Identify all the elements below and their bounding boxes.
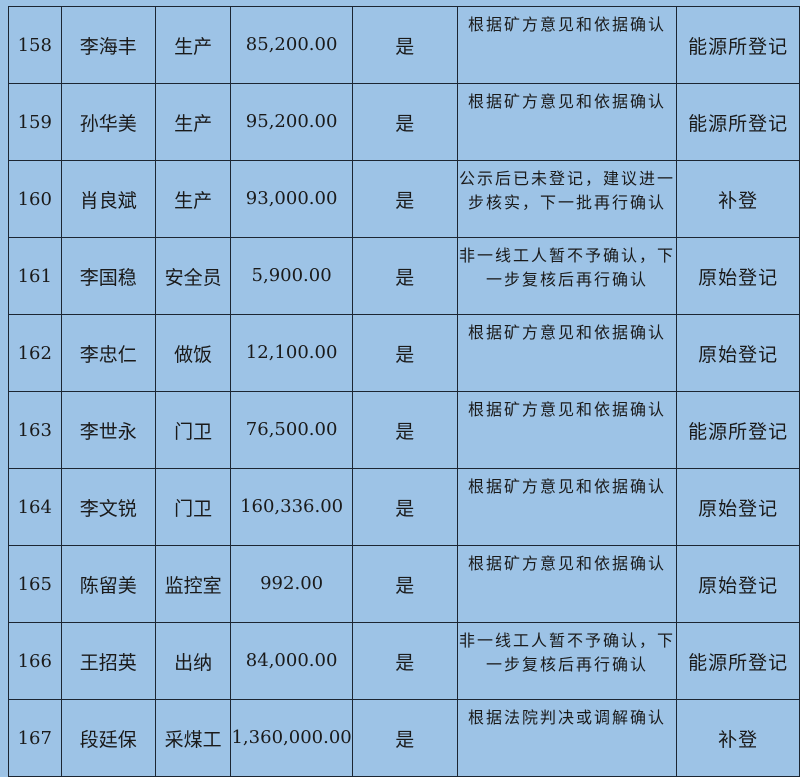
person-name: 李海丰: [60, 6, 156, 84]
remark: 补登: [676, 699, 800, 777]
amount: 1,360,000.00: [230, 699, 353, 777]
row-number: 158: [8, 6, 62, 84]
remark: 能源所登记: [676, 6, 800, 84]
table-row: 166 王招英 出纳 84,000.00 是 非一线工人暂不予确认，下一步复核后…: [8, 622, 800, 700]
person-name: 李国稳: [60, 237, 156, 315]
amount: 93,000.00: [230, 160, 353, 238]
review-note: 根据矿方意见和依据确认: [456, 6, 678, 84]
amount: 5,900.00: [230, 237, 353, 315]
job-title: 生产: [154, 83, 232, 161]
review-note: 根据矿方意见和依据确认: [456, 468, 678, 546]
confirmed-flag: 是: [351, 468, 458, 546]
job-title: 生产: [154, 160, 232, 238]
row-number: 160: [8, 160, 62, 238]
person-name: 王招英: [60, 622, 156, 700]
amount: 992.00: [230, 545, 353, 623]
confirmed-flag: 是: [351, 160, 458, 238]
table-row: 161 李国稳 安全员 5,900.00 是 非一线工人暂不予确认，下一步复核后…: [8, 237, 800, 315]
confirmed-flag: 是: [351, 699, 458, 777]
review-note: 根据法院判决或调解确认: [456, 699, 678, 777]
confirmed-flag: 是: [351, 622, 458, 700]
amount: 85,200.00: [230, 6, 353, 84]
remark: 原始登记: [676, 237, 800, 315]
confirmed-flag: 是: [351, 6, 458, 84]
records-table: 158 李海丰 生产 85,200.00 是 根据矿方意见和依据确认 能源所登记…: [8, 6, 800, 777]
remark: 原始登记: [676, 545, 800, 623]
job-title: 做饭: [154, 314, 232, 392]
person-name: 李忠仁: [60, 314, 156, 392]
remark: 能源所登记: [676, 391, 800, 469]
review-note: 公示后已未登记，建议进一步核实，下一批再行确认: [456, 160, 678, 238]
table-row: 162 李忠仁 做饭 12,100.00 是 根据矿方意见和依据确认 原始登记: [8, 314, 800, 392]
table-row: 167 段廷保 采煤工 1,360,000.00 是 根据法院判决或调解确认 补…: [8, 699, 800, 777]
amount: 160,336.00: [230, 468, 353, 546]
job-title: 监控室: [154, 545, 232, 623]
confirmed-flag: 是: [351, 314, 458, 392]
amount: 95,200.00: [230, 83, 353, 161]
amount: 76,500.00: [230, 391, 353, 469]
table-row: 158 李海丰 生产 85,200.00 是 根据矿方意见和依据确认 能源所登记: [8, 6, 800, 84]
job-title: 安全员: [154, 237, 232, 315]
table-row: 165 陈留美 监控室 992.00 是 根据矿方意见和依据确认 原始登记: [8, 545, 800, 623]
table-row: 164 李文锐 门卫 160,336.00 是 根据矿方意见和依据确认 原始登记: [8, 468, 800, 546]
job-title: 采煤工: [154, 699, 232, 777]
table-row: 160 肖良斌 生产 93,000.00 是 公示后已未登记，建议进一步核实，下…: [8, 160, 800, 238]
job-title: 门卫: [154, 391, 232, 469]
row-number: 167: [8, 699, 62, 777]
review-note: 根据矿方意见和依据确认: [456, 314, 678, 392]
table-row: 159 孙华美 生产 95,200.00 是 根据矿方意见和依据确认 能源所登记: [8, 83, 800, 161]
row-number: 165: [8, 545, 62, 623]
review-note: 根据矿方意见和依据确认: [456, 391, 678, 469]
row-number: 162: [8, 314, 62, 392]
person-name: 肖良斌: [60, 160, 156, 238]
remark: 能源所登记: [676, 622, 800, 700]
review-note: 根据矿方意见和依据确认: [456, 83, 678, 161]
remark: 原始登记: [676, 314, 800, 392]
amount: 84,000.00: [230, 622, 353, 700]
person-name: 孙华美: [60, 83, 156, 161]
review-note: 根据矿方意见和依据确认: [456, 545, 678, 623]
table-row: 163 李世永 门卫 76,500.00 是 根据矿方意见和依据确认 能源所登记: [8, 391, 800, 469]
person-name: 李文锐: [60, 468, 156, 546]
confirmed-flag: 是: [351, 237, 458, 315]
job-title: 生产: [154, 6, 232, 84]
confirmed-flag: 是: [351, 391, 458, 469]
remark: 补登: [676, 160, 800, 238]
row-number: 161: [8, 237, 62, 315]
row-number: 164: [8, 468, 62, 546]
job-title: 出纳: [154, 622, 232, 700]
job-title: 门卫: [154, 468, 232, 546]
row-number: 159: [8, 83, 62, 161]
amount: 12,100.00: [230, 314, 353, 392]
person-name: 陈留美: [60, 545, 156, 623]
review-note: 非一线工人暂不予确认，下一步复核后再行确认: [456, 622, 678, 700]
row-number: 163: [8, 391, 62, 469]
person-name: 段廷保: [60, 699, 156, 777]
confirmed-flag: 是: [351, 83, 458, 161]
review-note: 非一线工人暂不予确认，下一步复核后再行确认: [456, 237, 678, 315]
confirmed-flag: 是: [351, 545, 458, 623]
remark: 能源所登记: [676, 83, 800, 161]
person-name: 李世永: [60, 391, 156, 469]
row-number: 166: [8, 622, 62, 700]
remark: 原始登记: [676, 468, 800, 546]
